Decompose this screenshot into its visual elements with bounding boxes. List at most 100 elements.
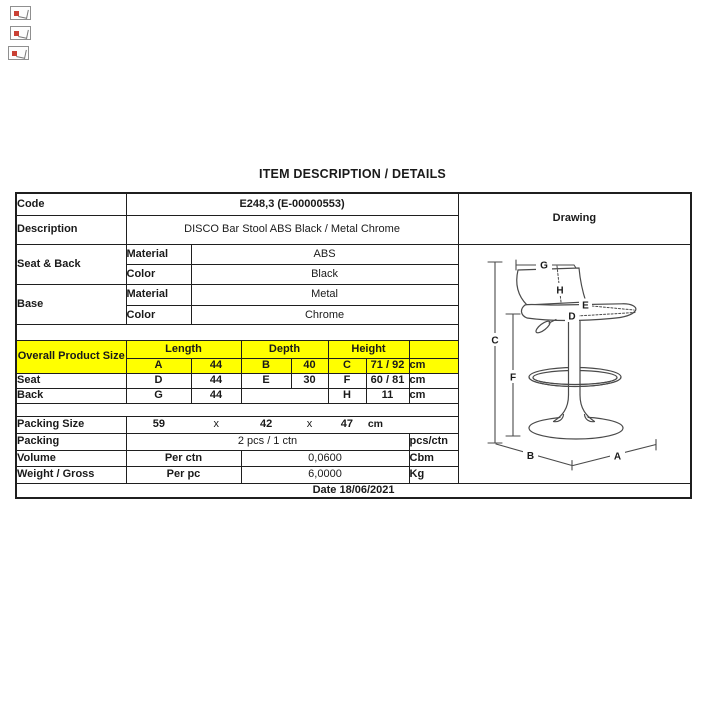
- volume-label: Volume: [15, 449, 127, 467]
- dim-key: B: [240, 357, 292, 374]
- stool-column: [567, 320, 581, 396]
- drawing-header: Drawing: [457, 192, 692, 245]
- spacer-row: [15, 324, 691, 341]
- dim-label-b: B: [526, 451, 533, 462]
- material-label: Material: [125, 283, 192, 306]
- dim-label-a: A: [613, 451, 620, 462]
- dim-value: 44: [190, 372, 242, 389]
- base-label: Base: [15, 283, 127, 325]
- description-row: Description DISCO Bar Stool ABS Black / …: [15, 214, 691, 245]
- dim-value: 30: [290, 372, 329, 389]
- broken-image-red-dot: [12, 51, 17, 56]
- description-label: Description: [15, 214, 127, 245]
- unit-cm: cm: [408, 387, 459, 404]
- seat-back-color-row: Color Black: [16, 263, 691, 285]
- dim-label-h: H: [556, 285, 563, 296]
- code-row: Code E248,3 (E-00000553) Drawing: [15, 192, 692, 245]
- height-header: Height: [327, 340, 410, 359]
- packing-unit: pcs/ctn: [408, 432, 459, 451]
- bar-stool-drawing: C F G H E D B A: [487, 257, 657, 471]
- packing-depth: 42: [259, 418, 273, 430]
- seat-label: Seat: [15, 372, 127, 389]
- dimension-line-C: [487, 260, 503, 444]
- seat-back-material-row: Seat & Back Material ABS: [15, 243, 692, 484]
- date-row: Date 18/06/2021: [15, 482, 692, 499]
- dim-value: 71 / 92: [365, 357, 410, 374]
- broken-image-icon: [10, 26, 31, 40]
- dim-value: 40: [290, 357, 329, 374]
- empty-cell: [240, 387, 329, 404]
- dotted-line-D: [576, 311, 636, 316]
- unit-cm: cm: [408, 372, 459, 389]
- page-title: ITEM DESCRIPTION / DETAILS: [259, 167, 446, 181]
- packing-label: Packing: [15, 432, 127, 451]
- packing-value: 2 pcs / 1 ctn: [125, 432, 410, 451]
- description-value: DISCO Bar Stool ABS Black / Metal Chrome: [125, 214, 459, 245]
- packing-size-label: Packing Size: [15, 415, 127, 434]
- dim-value: 60 / 81: [365, 372, 410, 389]
- seat-back-material-value: ABS: [190, 243, 459, 265]
- dim-key: D: [125, 372, 192, 389]
- stool-column-flare: [552, 393, 595, 422]
- back-label: Back: [15, 387, 127, 404]
- broken-image-red-dot: [14, 31, 19, 36]
- packing-unit-cm: cm: [367, 418, 384, 431]
- packing-length: 59: [152, 418, 166, 430]
- spacer-cell: [15, 402, 459, 417]
- weight-per: Per pc: [125, 465, 242, 484]
- dim-label-e: E: [582, 300, 589, 311]
- seat-size-row: Seat D 44 E 30 F 60 / 81 cm: [15, 372, 691, 389]
- dim-label-c: C: [491, 335, 498, 346]
- packing-height: 47: [340, 418, 353, 430]
- code-label: Code: [15, 192, 127, 216]
- broken-image-tear: [16, 48, 27, 59]
- broken-image-icon: [8, 46, 29, 60]
- dim-label-g: G: [540, 260, 548, 271]
- stool-lever: [535, 318, 557, 333]
- overall-size-row: A 44 B 40 C 71 / 92 cm: [16, 357, 691, 374]
- drawing-area: C F G H E D B A: [457, 243, 692, 484]
- dim-value: 44: [190, 387, 242, 404]
- dim-value: 44: [190, 357, 242, 374]
- size-header-row: Overall Product Size Length Depth Height: [15, 340, 691, 374]
- dim-label-f: F: [510, 372, 516, 383]
- dim-key: G: [125, 387, 192, 404]
- weight-label: Weight / Gross: [15, 465, 127, 484]
- weight-unit: Kg: [408, 465, 459, 484]
- dim-value: 11: [365, 387, 410, 404]
- volume-value: 0,0600: [240, 449, 410, 467]
- unit-cm: cm: [408, 357, 459, 374]
- base-color-value: Chrome: [190, 305, 459, 325]
- unit-header-cell: [408, 340, 459, 359]
- packing-size-values: 59 x 42 x 47 cm: [125, 415, 459, 434]
- dim-key: F: [327, 372, 367, 389]
- broken-image-red-dot: [14, 11, 19, 16]
- dim-label-d: D: [568, 311, 575, 322]
- dim-key: A: [125, 357, 192, 374]
- seat-back-color-value: Black: [190, 263, 459, 285]
- stool-backrest: [515, 266, 587, 306]
- code-value: E248,3 (E-00000553): [125, 192, 459, 216]
- broken-image-icon: [10, 6, 31, 20]
- spacer-cell: [15, 324, 459, 341]
- broken-image-tear: [18, 28, 29, 39]
- color-label: Color: [125, 305, 192, 325]
- back-size-row: Back G 44 H 11 cm: [15, 387, 691, 404]
- color-label: Color: [125, 263, 192, 285]
- weight-row: Weight / Gross Per pc 6,0000 Kg: [15, 465, 691, 484]
- weight-value: 6,0000: [240, 465, 410, 484]
- item-details-table: Code E248,3 (E-00000553) Drawing Descrip…: [15, 192, 693, 499]
- seat-back-label: Seat & Back: [15, 243, 127, 285]
- broken-image-tear: [18, 8, 29, 19]
- dim-key: C: [327, 357, 367, 374]
- dim-key: H: [327, 387, 367, 404]
- dotted-line-E: [591, 305, 635, 310]
- base-material-row: Base Material Metal: [15, 283, 691, 325]
- material-label: Material: [125, 243, 192, 265]
- times-separator: x: [213, 418, 220, 430]
- depth-header: Depth: [240, 340, 329, 359]
- overall-product-size-header: Overall Product Size: [15, 340, 127, 374]
- volume-per: Per ctn: [125, 449, 242, 467]
- packing-size-row: Packing Size 59 x 42 x 47 cm: [15, 415, 691, 434]
- times-separator: x: [306, 418, 313, 430]
